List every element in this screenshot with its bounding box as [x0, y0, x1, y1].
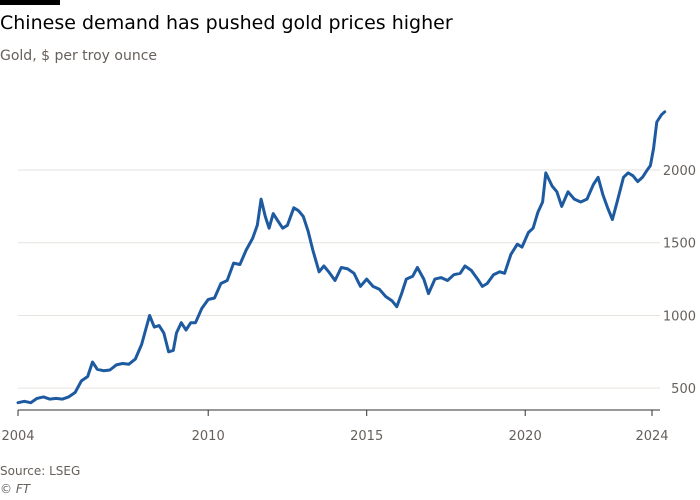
x-axis-labels: 2004 2010 2015 2020 2024 [1, 429, 668, 444]
brand-bar [0, 0, 60, 5]
y-tick-label: 1500 [663, 237, 696, 252]
gold-price-line [16, 110, 667, 405]
chart-subtitle: Gold, $ per troy ounce [0, 48, 158, 64]
y-tick-label: 1000 [663, 309, 696, 324]
series-layer [16, 110, 667, 405]
x-axis [17, 409, 660, 416]
y-axis-labels: 500 1000 1500 2000 [663, 164, 696, 397]
copyright-note: © FT [0, 482, 31, 496]
gridlines [18, 169, 660, 389]
x-tick-label: 2015 [350, 429, 383, 444]
y-tick-label: 500 [671, 382, 696, 397]
x-tick-label: 2010 [192, 429, 225, 444]
y-tick-label: 2000 [663, 164, 696, 179]
chart-title: Chinese demand has pushed gold prices hi… [0, 12, 453, 34]
x-tick-label: 2020 [509, 429, 542, 444]
x-tick-label: 2024 [635, 429, 668, 444]
x-tick-label: 2004 [1, 429, 34, 444]
source-note: Source: LSEG [0, 464, 81, 478]
